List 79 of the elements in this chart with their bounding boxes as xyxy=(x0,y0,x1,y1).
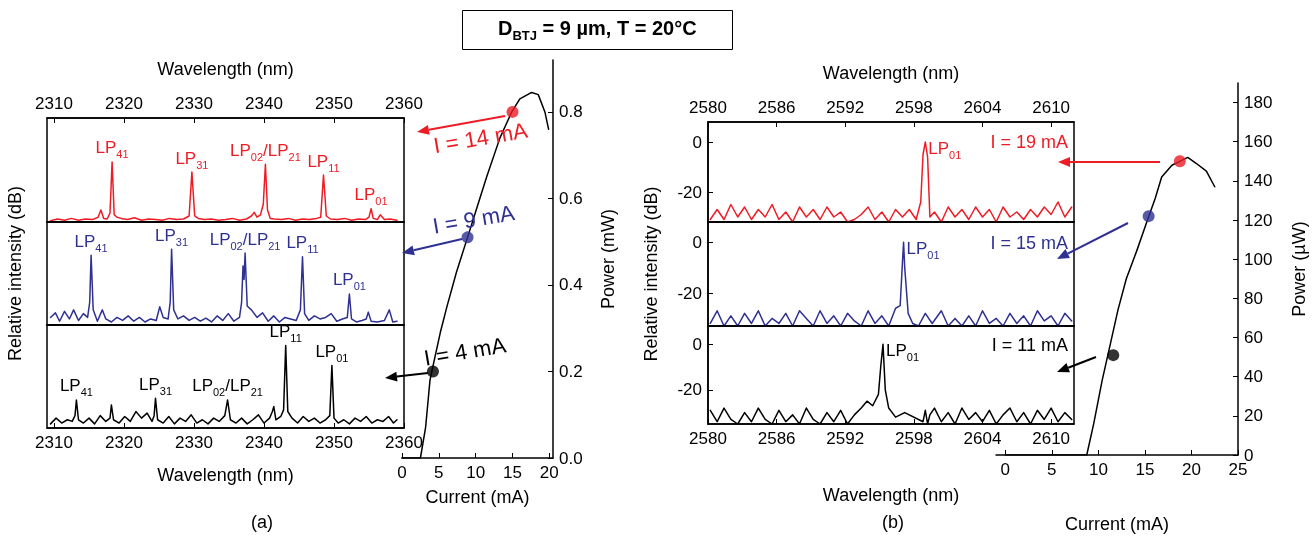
x2-tick-label: 2310 xyxy=(35,94,73,113)
point xyxy=(506,105,519,118)
x-tick-label: 2604 xyxy=(963,429,1002,448)
x-tick-label: 10 xyxy=(466,463,486,482)
text: (b) xyxy=(882,512,904,532)
y-tick-label: 100 xyxy=(1244,249,1273,269)
point xyxy=(1173,155,1186,168)
x2-axis-title: Wavelength (nm) xyxy=(157,59,294,79)
x-tick-label: 2586 xyxy=(757,429,796,448)
y-tick-label: 60 xyxy=(1244,328,1263,348)
y-axis-title: Relative intensity (dB) xyxy=(641,186,661,362)
annotation: I = 19 mA xyxy=(990,132,1068,152)
x-axis-title: Wavelength (nm) xyxy=(157,465,294,485)
x-tick-label: 20 xyxy=(1182,460,1201,479)
text: (a) xyxy=(251,512,273,532)
y-tick-label: -20 xyxy=(677,380,702,400)
y-tick-label: 120 xyxy=(1244,210,1273,230)
y-tick-label: -20 xyxy=(677,182,702,202)
y-tick-label: 0.2 xyxy=(559,361,583,381)
point xyxy=(1142,210,1155,223)
x-tick-label: 2310 xyxy=(35,433,73,452)
x2-tick-label: 2350 xyxy=(315,94,353,113)
y-axis-title: Power (µW) xyxy=(1289,221,1309,317)
x-tick-label: 0 xyxy=(1000,460,1011,479)
y-tick-label: 40 xyxy=(1244,367,1263,387)
x-tick-label: 15 xyxy=(503,463,522,482)
y-tick-label: 0.8 xyxy=(559,102,583,122)
x-tick-label: 2360 xyxy=(385,433,423,452)
y-tick-label: 140 xyxy=(1244,171,1273,191)
x2-tick-label: 2330 xyxy=(175,94,213,113)
x-tick-label: 2598 xyxy=(894,429,933,448)
point xyxy=(1107,349,1120,362)
annotation: I = 4 mA xyxy=(422,332,509,371)
x-tick-label: 2340 xyxy=(245,433,283,452)
y-axis-title: Relative intensity (dB) xyxy=(5,185,25,362)
annotation: I = 9 mA xyxy=(430,200,517,239)
x-tick-label: 2580 xyxy=(689,429,727,448)
x-tick-label: 5 xyxy=(1047,460,1057,479)
annotation: I = 15 mA xyxy=(990,233,1068,253)
x2-tick-label: 2604 xyxy=(963,98,1002,117)
x-tick-label: 10 xyxy=(1088,460,1108,479)
y-tick-label: 0.4 xyxy=(559,275,583,295)
x2-tick-label: 2592 xyxy=(826,98,865,117)
y-tick-label: 20 xyxy=(1244,406,1263,426)
x2-axis-title: Wavelength (nm) xyxy=(822,63,960,83)
y-tick-label: 180 xyxy=(1244,93,1273,113)
y-tick-label: 0.6 xyxy=(559,188,583,208)
point xyxy=(461,231,474,244)
y-tick-label: -20 xyxy=(677,283,702,303)
y-tick-label: 0 xyxy=(692,334,702,354)
point xyxy=(426,365,439,378)
y-tick-label: 0.0 xyxy=(559,448,583,468)
annotation: I = 14 mA xyxy=(431,117,530,159)
y-tick-label: 80 xyxy=(1244,288,1263,308)
x-tick-label: 2610 xyxy=(1032,429,1071,448)
x2-tick-label: 2610 xyxy=(1032,98,1071,117)
y-axis-title: Power (mW) xyxy=(598,209,618,309)
x-tick-label: 5 xyxy=(434,463,444,482)
x-axis-title: Current (mA) xyxy=(425,487,530,507)
x-tick-label: 2330 xyxy=(175,433,213,452)
x-axis-title: Wavelength (nm) xyxy=(822,485,960,505)
x-tick-label: 2320 xyxy=(105,433,143,452)
y-tick-label: 160 xyxy=(1244,132,1273,152)
y-tick-label: 0 xyxy=(692,132,702,152)
y-tick-label: 0 xyxy=(692,232,702,252)
x-tick-label: 2350 xyxy=(315,433,353,452)
x2-tick-label: 2586 xyxy=(757,98,796,117)
x-tick-label: 2592 xyxy=(826,429,865,448)
x-tick-label: 20 xyxy=(539,463,559,482)
x2-tick-label: 2580 xyxy=(689,98,727,117)
x-axis-title: Current (mA) xyxy=(1064,514,1170,534)
x2-tick-label: 2360 xyxy=(385,94,423,113)
x-tick-label: 25 xyxy=(1228,460,1248,479)
x2-tick-label: 2340 xyxy=(245,94,283,113)
x-tick-label: 15 xyxy=(1135,460,1155,479)
annotation: I = 11 mA xyxy=(991,335,1068,355)
x-tick-label: 0 xyxy=(397,463,407,482)
x2-tick-label: 2320 xyxy=(105,94,143,113)
x2-tick-label: 2598 xyxy=(894,98,933,117)
